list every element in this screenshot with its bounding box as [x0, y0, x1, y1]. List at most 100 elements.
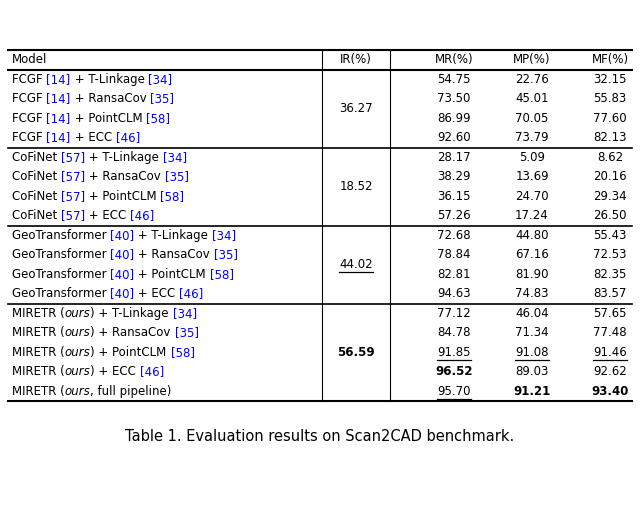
Text: FCGF: FCGF: [12, 131, 46, 144]
Text: [14]: [14]: [46, 73, 70, 86]
Text: GeoTransformer: GeoTransformer: [12, 229, 110, 242]
Text: GeoTransformer: GeoTransformer: [12, 248, 110, 261]
Text: MIRETR (: MIRETR (: [12, 385, 65, 398]
Text: MIRETR (: MIRETR (: [12, 365, 65, 378]
Text: 82.13: 82.13: [593, 131, 627, 144]
Text: MIRETR (: MIRETR (: [12, 326, 65, 339]
Text: 17.24: 17.24: [515, 209, 549, 222]
Text: [34]: [34]: [212, 229, 236, 242]
Text: + PointCLM: + PointCLM: [134, 268, 210, 281]
Text: ours: ours: [65, 365, 90, 378]
Text: MR(%): MR(%): [435, 53, 474, 66]
Text: 70.05: 70.05: [515, 112, 548, 124]
Text: + RansaCov: + RansaCov: [134, 248, 214, 261]
Text: ours: ours: [65, 326, 90, 339]
Text: [34]: [34]: [163, 151, 187, 164]
Text: IR(%): IR(%): [340, 53, 372, 66]
Text: 20.16: 20.16: [593, 170, 627, 183]
Text: [14]: [14]: [46, 112, 70, 124]
Text: [40]: [40]: [110, 248, 134, 261]
Text: [46]: [46]: [140, 365, 164, 378]
Text: + T-Linkage: + T-Linkage: [85, 151, 163, 164]
Text: + T-Linkage: + T-Linkage: [134, 229, 212, 242]
Text: 74.83: 74.83: [515, 287, 548, 300]
Text: [58]: [58]: [146, 112, 170, 124]
Text: [34]: [34]: [148, 73, 172, 86]
Text: 44.02: 44.02: [339, 258, 373, 271]
Text: 36.27: 36.27: [339, 102, 373, 115]
Text: 94.63: 94.63: [437, 287, 471, 300]
Text: ) + PointCLM: ) + PointCLM: [90, 346, 170, 359]
Text: 67.16: 67.16: [515, 248, 549, 261]
Text: 77.48: 77.48: [593, 326, 627, 339]
Text: 92.60: 92.60: [437, 131, 471, 144]
Text: 24.70: 24.70: [515, 190, 549, 203]
Text: [14]: [14]: [46, 92, 70, 105]
Text: + RansaCov: + RansaCov: [70, 92, 150, 105]
Text: 91.85: 91.85: [437, 346, 471, 359]
Text: 5.09: 5.09: [519, 151, 545, 164]
Text: 71.34: 71.34: [515, 326, 549, 339]
Text: 82.81: 82.81: [437, 268, 471, 281]
Text: 22.76: 22.76: [515, 73, 549, 86]
Text: + ECC: + ECC: [70, 131, 116, 144]
Text: 77.60: 77.60: [593, 112, 627, 124]
Text: 81.90: 81.90: [515, 268, 548, 281]
Text: ) + ECC: ) + ECC: [90, 365, 140, 378]
Text: 36.15: 36.15: [437, 190, 471, 203]
Text: [40]: [40]: [110, 268, 134, 281]
Text: 13.69: 13.69: [515, 170, 549, 183]
Text: ) + T-Linkage: ) + T-Linkage: [90, 307, 173, 320]
Text: [57]: [57]: [61, 151, 85, 164]
Text: 91.46: 91.46: [593, 346, 627, 359]
Text: [58]: [58]: [161, 190, 184, 203]
Text: [14]: [14]: [46, 131, 70, 144]
Text: 55.83: 55.83: [593, 92, 627, 105]
Text: GeoTransformer: GeoTransformer: [12, 268, 110, 281]
Text: MIRETR (: MIRETR (: [12, 307, 65, 320]
Text: 86.99: 86.99: [437, 112, 471, 124]
Text: 73.79: 73.79: [515, 131, 549, 144]
Text: [58]: [58]: [210, 268, 234, 281]
Text: 78.84: 78.84: [437, 248, 471, 261]
Text: 57.65: 57.65: [593, 307, 627, 320]
Text: [58]: [58]: [170, 346, 195, 359]
Text: [35]: [35]: [150, 92, 174, 105]
Text: 73.50: 73.50: [437, 92, 470, 105]
Text: 57.26: 57.26: [437, 209, 471, 222]
Text: + PointCLM: + PointCLM: [70, 112, 146, 124]
Text: 72.68: 72.68: [437, 229, 471, 242]
Text: [57]: [57]: [61, 170, 85, 183]
Text: [57]: [57]: [61, 190, 85, 203]
Text: ours: ours: [65, 385, 90, 398]
Text: [40]: [40]: [110, 229, 134, 242]
Text: + ECC: + ECC: [85, 209, 130, 222]
Text: CoFiNet: CoFiNet: [12, 170, 61, 183]
Text: 92.62: 92.62: [593, 365, 627, 378]
Text: [34]: [34]: [173, 307, 197, 320]
Text: [46]: [46]: [116, 131, 140, 144]
Text: [35]: [35]: [164, 170, 189, 183]
Text: [46]: [46]: [179, 287, 204, 300]
Text: [57]: [57]: [61, 209, 85, 222]
Text: 84.78: 84.78: [437, 326, 471, 339]
Text: ) + RansaCov: ) + RansaCov: [90, 326, 175, 339]
Text: 46.04: 46.04: [515, 307, 549, 320]
Text: 72.53: 72.53: [593, 248, 627, 261]
Text: 44.80: 44.80: [515, 229, 548, 242]
Text: 82.35: 82.35: [593, 268, 627, 281]
Text: 95.70: 95.70: [437, 385, 471, 398]
Text: + T-Linkage: + T-Linkage: [70, 73, 148, 86]
Text: 91.08: 91.08: [515, 346, 548, 359]
Text: GeoTransformer: GeoTransformer: [12, 287, 110, 300]
Text: 83.57: 83.57: [593, 287, 627, 300]
Text: 45.01: 45.01: [515, 92, 548, 105]
Text: 89.03: 89.03: [515, 365, 548, 378]
Text: FCGF: FCGF: [12, 73, 46, 86]
Text: 77.12: 77.12: [437, 307, 471, 320]
Text: MF(%): MF(%): [591, 53, 628, 66]
Text: CoFiNet: CoFiNet: [12, 190, 61, 203]
Text: [35]: [35]: [175, 326, 198, 339]
Text: CoFiNet: CoFiNet: [12, 209, 61, 222]
Text: 96.52: 96.52: [435, 365, 473, 378]
